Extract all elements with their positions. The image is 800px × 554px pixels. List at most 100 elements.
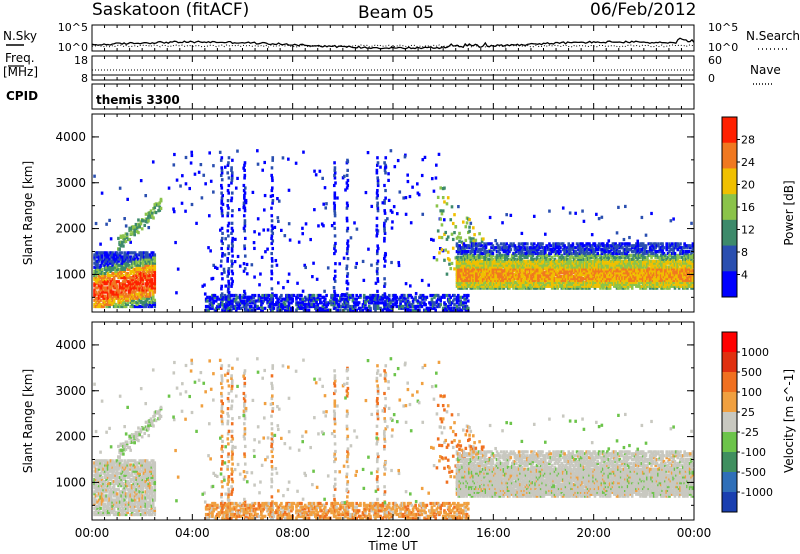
power-cell xyxy=(590,276,594,281)
power-cell xyxy=(575,275,579,279)
power-cell xyxy=(384,259,387,263)
power-cell xyxy=(420,278,424,283)
power-cell xyxy=(510,273,514,277)
power-cell xyxy=(541,286,544,290)
power-cell xyxy=(640,267,644,271)
power-cell xyxy=(451,237,455,242)
power-cell xyxy=(505,255,508,259)
power-cell xyxy=(600,257,604,261)
power-cell xyxy=(477,259,481,263)
power-cell xyxy=(416,182,419,186)
power-cell xyxy=(527,286,531,290)
power-cell xyxy=(517,261,521,265)
power-cell xyxy=(144,265,148,269)
power-cell xyxy=(488,286,492,290)
power-cell xyxy=(139,273,143,278)
power-cell xyxy=(126,284,129,288)
power-cell xyxy=(488,282,492,286)
power-cell xyxy=(466,271,470,275)
power-cell xyxy=(263,306,267,310)
power-cell xyxy=(604,261,608,265)
power-cell xyxy=(120,255,123,259)
power-cell xyxy=(221,299,224,303)
power-cell xyxy=(538,278,542,283)
power-cell xyxy=(603,246,606,250)
power-cell xyxy=(118,267,122,271)
power-cell xyxy=(109,265,113,269)
power-cell xyxy=(596,257,600,261)
power-cell xyxy=(588,284,591,288)
power-cell xyxy=(346,226,350,230)
power-cell xyxy=(483,263,486,267)
power-cell xyxy=(578,280,582,284)
power-cell xyxy=(490,265,493,269)
power-cell xyxy=(639,259,642,263)
power-cell xyxy=(334,262,337,266)
power-cell xyxy=(462,259,466,263)
power-cell xyxy=(111,271,114,276)
power-cell xyxy=(581,242,584,246)
power-cell xyxy=(575,278,579,283)
power-cell xyxy=(100,294,104,298)
power-cell xyxy=(567,273,571,277)
power-cell xyxy=(548,276,551,281)
power-cell xyxy=(578,273,582,277)
power-cell xyxy=(539,269,543,273)
power-cell xyxy=(123,284,126,288)
power-cell xyxy=(419,293,422,298)
power-cell xyxy=(333,166,337,170)
power-cell xyxy=(608,278,612,283)
power-cell xyxy=(135,263,138,267)
power-cell xyxy=(629,273,633,277)
power-cell xyxy=(492,261,496,265)
power-cell xyxy=(106,292,110,296)
power-cell xyxy=(577,269,580,273)
power-cell xyxy=(345,229,349,233)
power-cell xyxy=(120,288,123,292)
power-cell xyxy=(526,278,529,283)
power-cell xyxy=(639,244,642,248)
power-cell xyxy=(123,278,126,282)
power-cell xyxy=(458,248,462,252)
power-cell xyxy=(550,275,554,279)
power-cell xyxy=(578,282,582,286)
power-cell xyxy=(610,261,613,265)
power-cell xyxy=(147,263,151,267)
power-cell xyxy=(614,251,617,256)
power-cell xyxy=(624,244,627,248)
power-cell xyxy=(301,297,305,301)
power-cell xyxy=(601,282,605,286)
power-cell xyxy=(491,261,495,265)
power-cell xyxy=(93,294,96,298)
nave-tick-bottom: 0 xyxy=(708,72,715,85)
power-cell xyxy=(472,282,475,286)
power-cell xyxy=(374,295,377,299)
power-cell xyxy=(118,273,122,278)
power-cell xyxy=(148,300,152,304)
power-cell xyxy=(399,301,402,305)
power-cell xyxy=(106,294,110,298)
power-cell xyxy=(528,259,532,263)
power-cell xyxy=(632,263,635,267)
power-cell xyxy=(546,253,550,258)
power-cell xyxy=(603,280,606,284)
power-cell xyxy=(632,271,635,275)
power-cell xyxy=(618,242,622,246)
power-cell xyxy=(506,276,510,281)
power-cell xyxy=(575,242,579,246)
power-cell xyxy=(223,270,226,274)
power-cell xyxy=(564,278,568,283)
power-cell xyxy=(593,282,597,286)
power-cell xyxy=(256,217,260,221)
power-cell xyxy=(144,267,148,271)
power-cell xyxy=(624,276,627,281)
power-cell xyxy=(606,275,609,279)
power-cell xyxy=(589,248,593,252)
power-cell xyxy=(566,286,569,290)
power-cell xyxy=(124,292,128,296)
power-cell xyxy=(606,267,609,271)
power-cell xyxy=(138,267,142,271)
power-cell xyxy=(99,280,102,284)
power-cell xyxy=(396,158,400,163)
power-cell xyxy=(142,273,146,278)
